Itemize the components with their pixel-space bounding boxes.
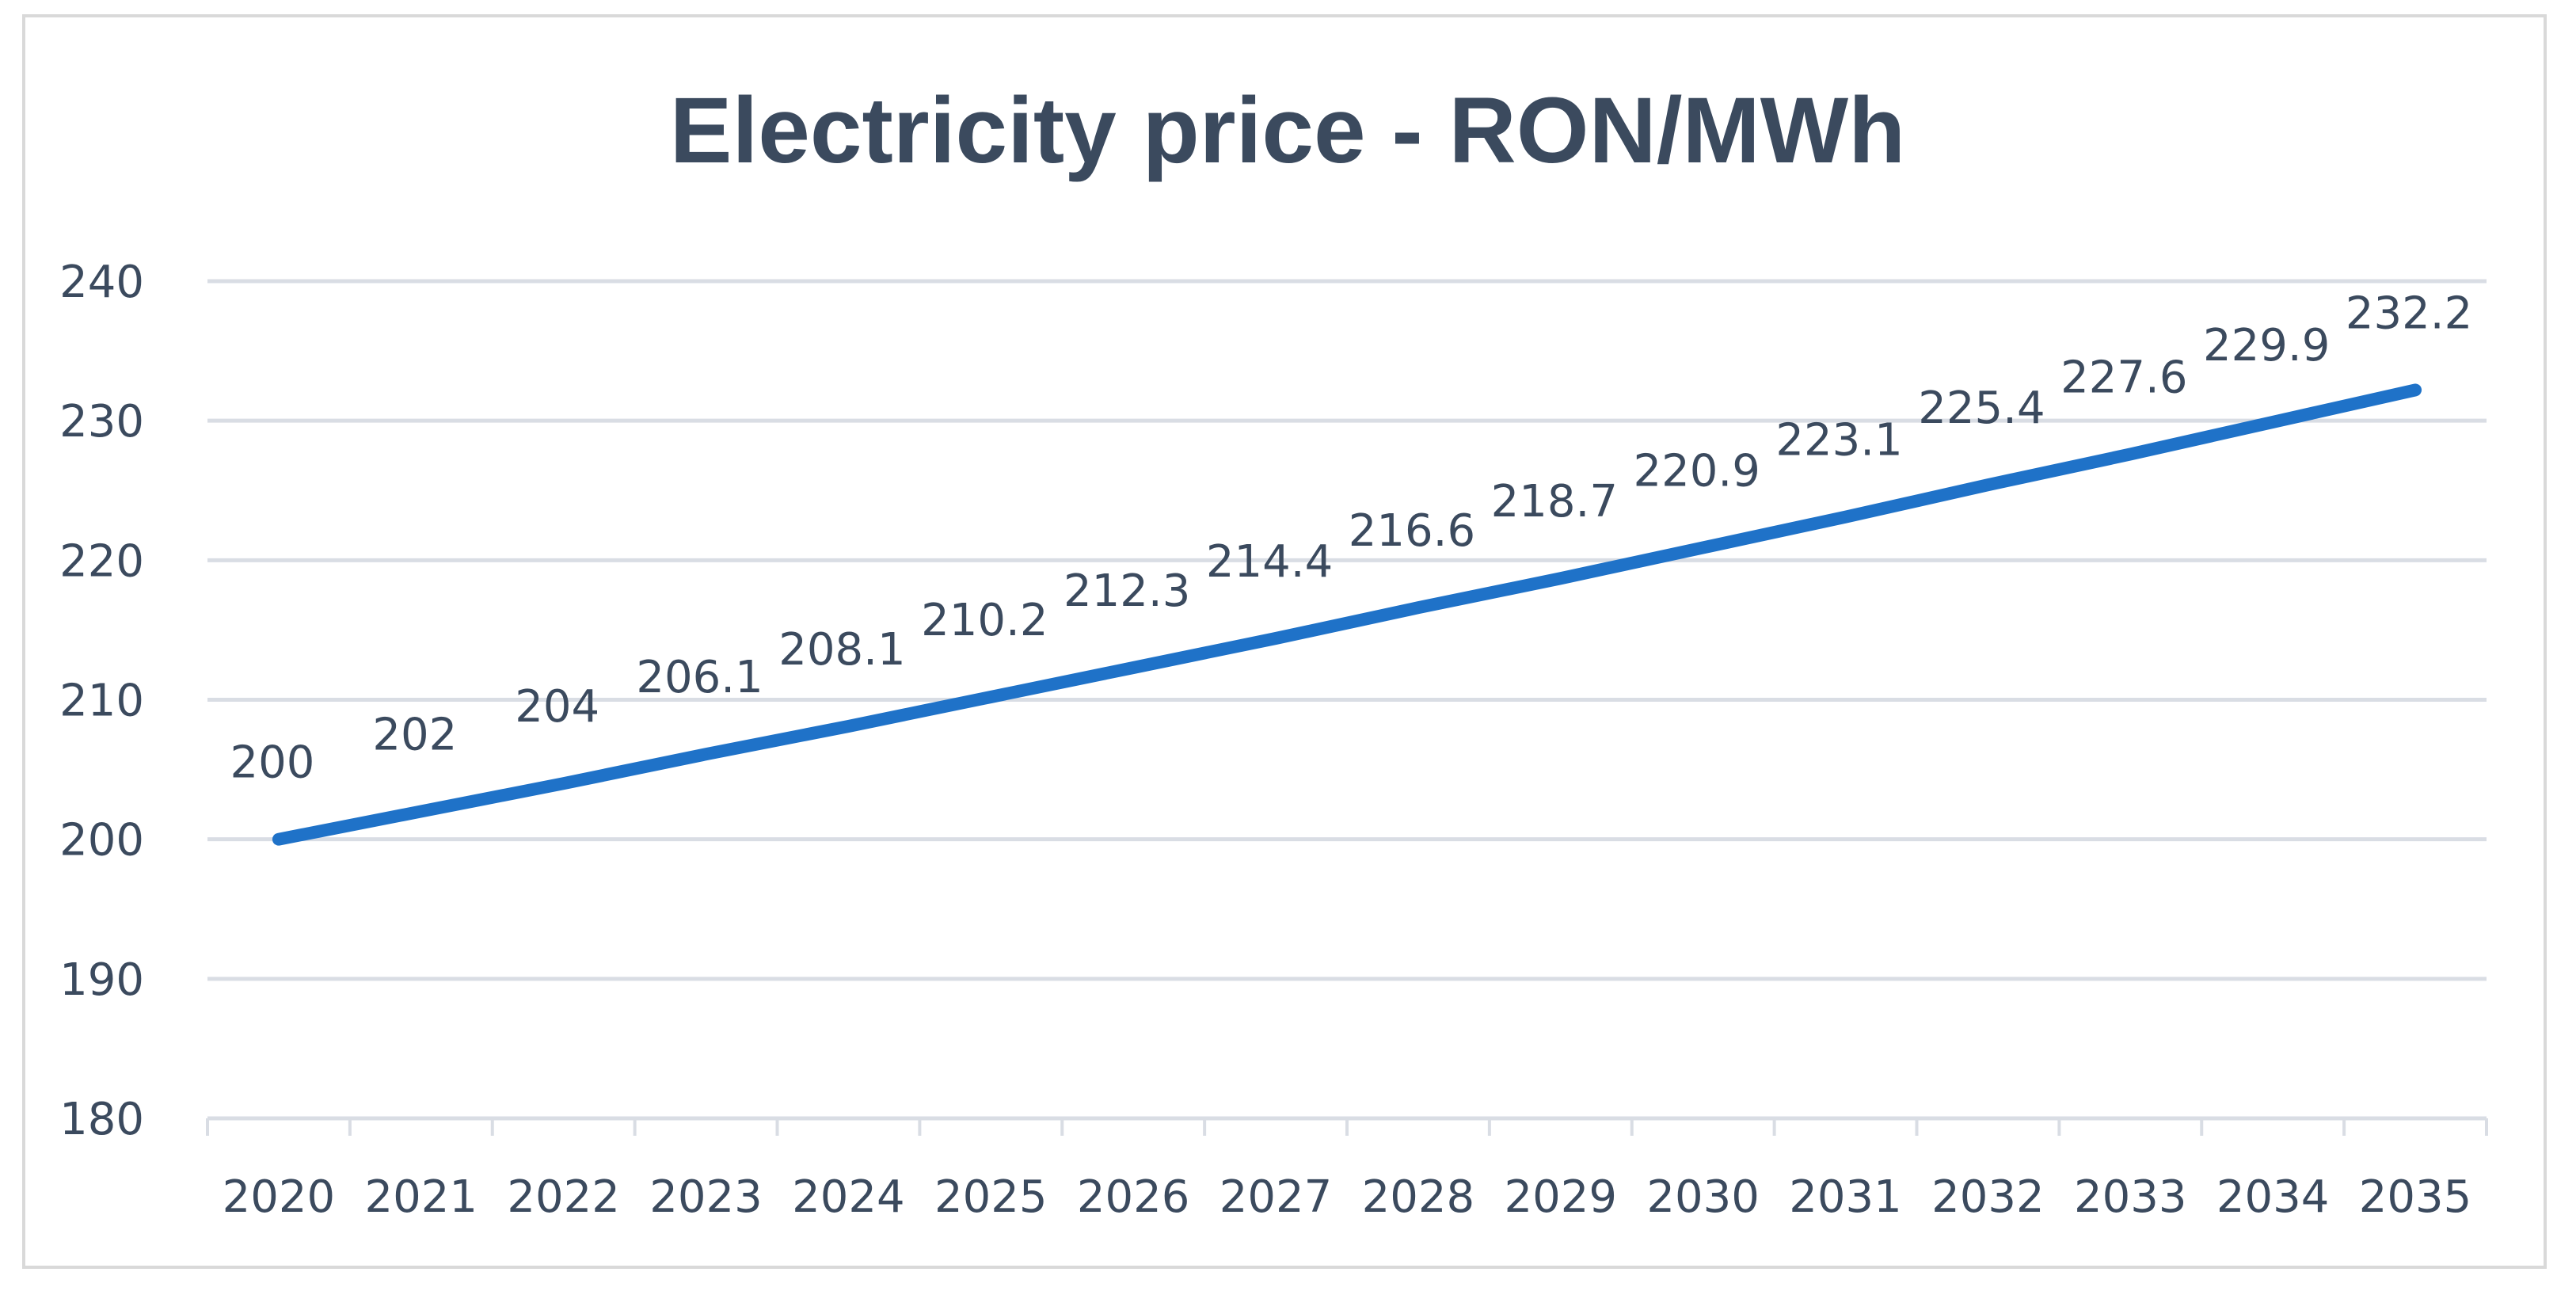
data-point-2024 [847, 724, 850, 728]
y-tick-label-210: 210 [59, 676, 144, 727]
chart-title: Electricity price - RON/MWh [670, 78, 1906, 183]
data-point-2030 [1701, 546, 1705, 550]
x-tick-label-2032: 2032 [1931, 1171, 2045, 1223]
data-label-2021: 202 [372, 709, 457, 760]
x-tick-label-2028: 2028 [1362, 1171, 1475, 1223]
y-tick-label-220: 220 [59, 535, 144, 587]
data-point-2034 [2271, 420, 2275, 424]
data-point-2025 [989, 695, 993, 699]
data-label-2023: 206.1 [636, 652, 763, 703]
data-point-2035 [2414, 388, 2418, 392]
x-tick-label-2033: 2033 [2074, 1171, 2187, 1223]
x-tick-label-2034: 2034 [2216, 1171, 2330, 1223]
data-point-2021 [419, 809, 423, 813]
data-point-2031 [1844, 515, 1847, 519]
x-tick-label-2030: 2030 [1646, 1171, 1760, 1223]
gridlines [207, 279, 2487, 981]
x-axis-tick-labels: 2020 2021 2022 2023 2024 2025 2026 2027 2028 2029… [223, 1171, 2472, 1223]
y-tick-label-200: 200 [59, 815, 144, 866]
data-point-2032 [1986, 483, 1990, 487]
data-label-2031: 223.1 [1775, 415, 1902, 467]
y-tick-label-190: 190 [59, 954, 144, 1006]
data-label-2032: 225.4 [1918, 383, 2045, 434]
data-label-2033: 227.6 [2060, 352, 2187, 403]
data-label-2020: 200 [230, 737, 314, 789]
data-labels: 200 202 204 206.1 208.1 210.2 212.3 214.4 216.6 2… [230, 288, 2472, 788]
x-tick-label-2035: 2035 [2359, 1171, 2472, 1223]
y-tick-label-240: 240 [59, 257, 144, 308]
data-label-2027: 214.4 [1206, 536, 1333, 588]
data-label-2022: 204 [515, 681, 599, 733]
x-tick-label-2025: 2025 [934, 1171, 1048, 1223]
x-tick-label-2024: 2024 [792, 1171, 905, 1223]
data-label-2026: 212.3 [1064, 566, 1190, 617]
data-label-2034: 229.9 [2203, 320, 2330, 371]
data-label-2025: 210.2 [921, 595, 1048, 646]
x-axis [206, 1116, 2488, 1136]
data-point-2029 [1558, 577, 1562, 581]
x-tick-label-2026: 2026 [1077, 1171, 1190, 1223]
x-tick-label-2027: 2027 [1220, 1171, 1333, 1223]
data-label-2035: 232.2 [2346, 288, 2472, 339]
x-tick-label-2020: 2020 [223, 1171, 336, 1223]
data-point-2020 [276, 837, 280, 841]
x-tick-label-2029: 2029 [1505, 1171, 1618, 1223]
data-label-2030: 220.9 [1634, 445, 1760, 497]
x-tick-label-2031: 2031 [1789, 1171, 1902, 1223]
data-label-2029: 218.7 [1491, 476, 1618, 527]
data-label-2024: 208.1 [778, 624, 905, 676]
x-tick-label-2022: 2022 [507, 1171, 620, 1223]
x-tick-label-2021: 2021 [365, 1171, 478, 1223]
series-line-0 [272, 383, 2422, 846]
y-tick-label-230: 230 [59, 396, 144, 447]
series-layer [272, 383, 2422, 846]
data-point-2023 [704, 752, 708, 756]
data-point-2022 [561, 782, 565, 786]
data-point-2027 [1274, 636, 1278, 640]
data-point-2026 [1132, 665, 1136, 669]
y-axis-tick-labels: 180 190 200 210 220 230 240 [59, 257, 144, 1145]
data-point-2028 [1416, 606, 1420, 610]
data-label-2028: 216.6 [1349, 505, 1475, 557]
x-tick-label-2023: 2023 [649, 1171, 763, 1223]
y-tick-label-180: 180 [59, 1094, 144, 1145]
data-point-2033 [2129, 452, 2133, 456]
